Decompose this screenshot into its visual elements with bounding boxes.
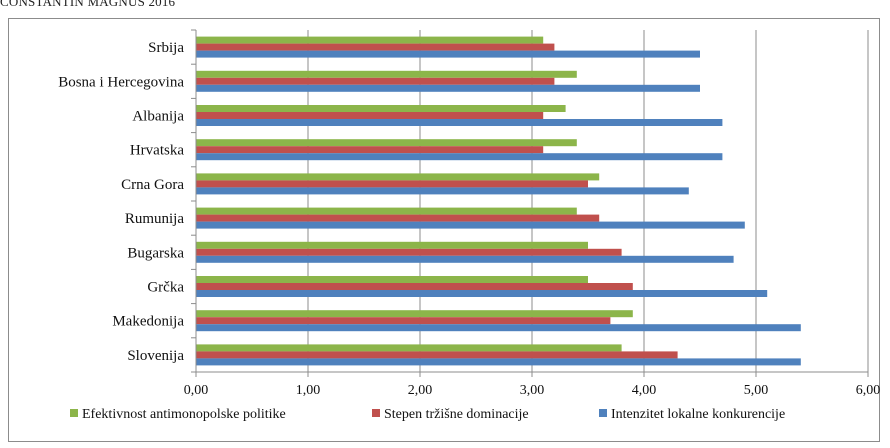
category-label: Rumunija	[125, 211, 185, 227]
bar-bugarska-series-3	[196, 255, 734, 263]
category-label: Grčka	[147, 280, 184, 296]
bar-gr-ka-series-2	[196, 283, 633, 290]
category-label: Bosna i Hercegovina	[58, 74, 184, 90]
axes	[191, 29, 869, 377]
x-tick-label: 1,00	[296, 383, 321, 398]
x-tick-label: 0,00	[184, 383, 209, 398]
category-label: Bugarska	[127, 245, 184, 261]
bar-slovenija-series-2	[196, 351, 678, 359]
bar-crna-gora-series-3	[196, 187, 689, 195]
bar-srbija-series-1	[196, 36, 544, 44]
bars	[196, 36, 801, 366]
legend-label: Efektivnost antimonopolske politike	[82, 407, 286, 422]
category-label: Makedonija	[112, 314, 184, 330]
tick-labels: 0,00 1,00 2,00 3,00 4,00 5,00 6,00	[184, 383, 881, 398]
legend-label: Stepen tržišne dominacije	[384, 407, 529, 422]
bar-gr-ka-series-1	[196, 276, 588, 283]
bar-srbija-series-3	[196, 50, 700, 58]
bar-bugarska-series-1	[196, 241, 588, 249]
bar-gr-ka-series-3	[196, 290, 768, 297]
category-label: Srbija	[148, 40, 184, 56]
legend-swatch	[372, 409, 380, 417]
category-label: Slovenija	[127, 348, 184, 364]
bar-bosna-i-hercegovina-series-3	[196, 84, 700, 92]
bar-hrvatska-series-1	[196, 139, 577, 147]
x-tick-label: 6,00	[856, 383, 881, 398]
bar-slovenija-series-1	[196, 344, 622, 352]
bar-rumunija-series-2	[196, 214, 600, 222]
bar-bosna-i-hercegovina-series-2	[196, 77, 555, 85]
bar-hrvatska-series-2	[196, 146, 544, 154]
bar-hrvatska-series-3	[196, 153, 723, 161]
bar-albanija-series-1	[196, 105, 566, 112]
bar-bugarska-series-2	[196, 248, 622, 256]
x-tick-label: 2,00	[408, 383, 433, 398]
legend-label: Intenzitet lokalne konkurencije	[611, 407, 785, 422]
bar-bosna-i-hercegovina-series-1	[196, 70, 577, 78]
category-labels: Srbija Bosna i Hercegovina Albanija Hrvatsk…	[58, 40, 184, 364]
bar-makedonija-series-1	[196, 310, 633, 318]
chart-source-header: CONSTANTIN MAGNUS 2016	[0, 0, 176, 9]
bar-albanija-series-2	[196, 112, 544, 119]
bar-albanija-series-3	[196, 119, 723, 126]
bar-rumunija-series-1	[196, 207, 577, 215]
bar-crna-gora-series-1	[196, 173, 600, 181]
category-label: Hrvatska	[130, 143, 184, 159]
bar-slovenija-series-3	[196, 358, 801, 366]
category-label: Albanija	[132, 109, 184, 125]
bar-rumunija-series-3	[196, 221, 745, 229]
bar-makedonija-series-2	[196, 317, 611, 325]
x-tick-label: 5,00	[744, 383, 769, 398]
bar-makedonija-series-3	[196, 324, 801, 332]
x-tick-label: 4,00	[632, 383, 657, 398]
legend-swatch	[70, 409, 78, 417]
legend-swatch	[599, 409, 607, 417]
bar-crna-gora-series-2	[196, 180, 588, 188]
legend: Efektivnost antimonopolske politike Stepe…	[70, 407, 785, 422]
x-tick-label: 3,00	[520, 383, 545, 398]
category-label: Crna Gora	[121, 177, 184, 193]
bar-srbija-series-2	[196, 43, 555, 51]
